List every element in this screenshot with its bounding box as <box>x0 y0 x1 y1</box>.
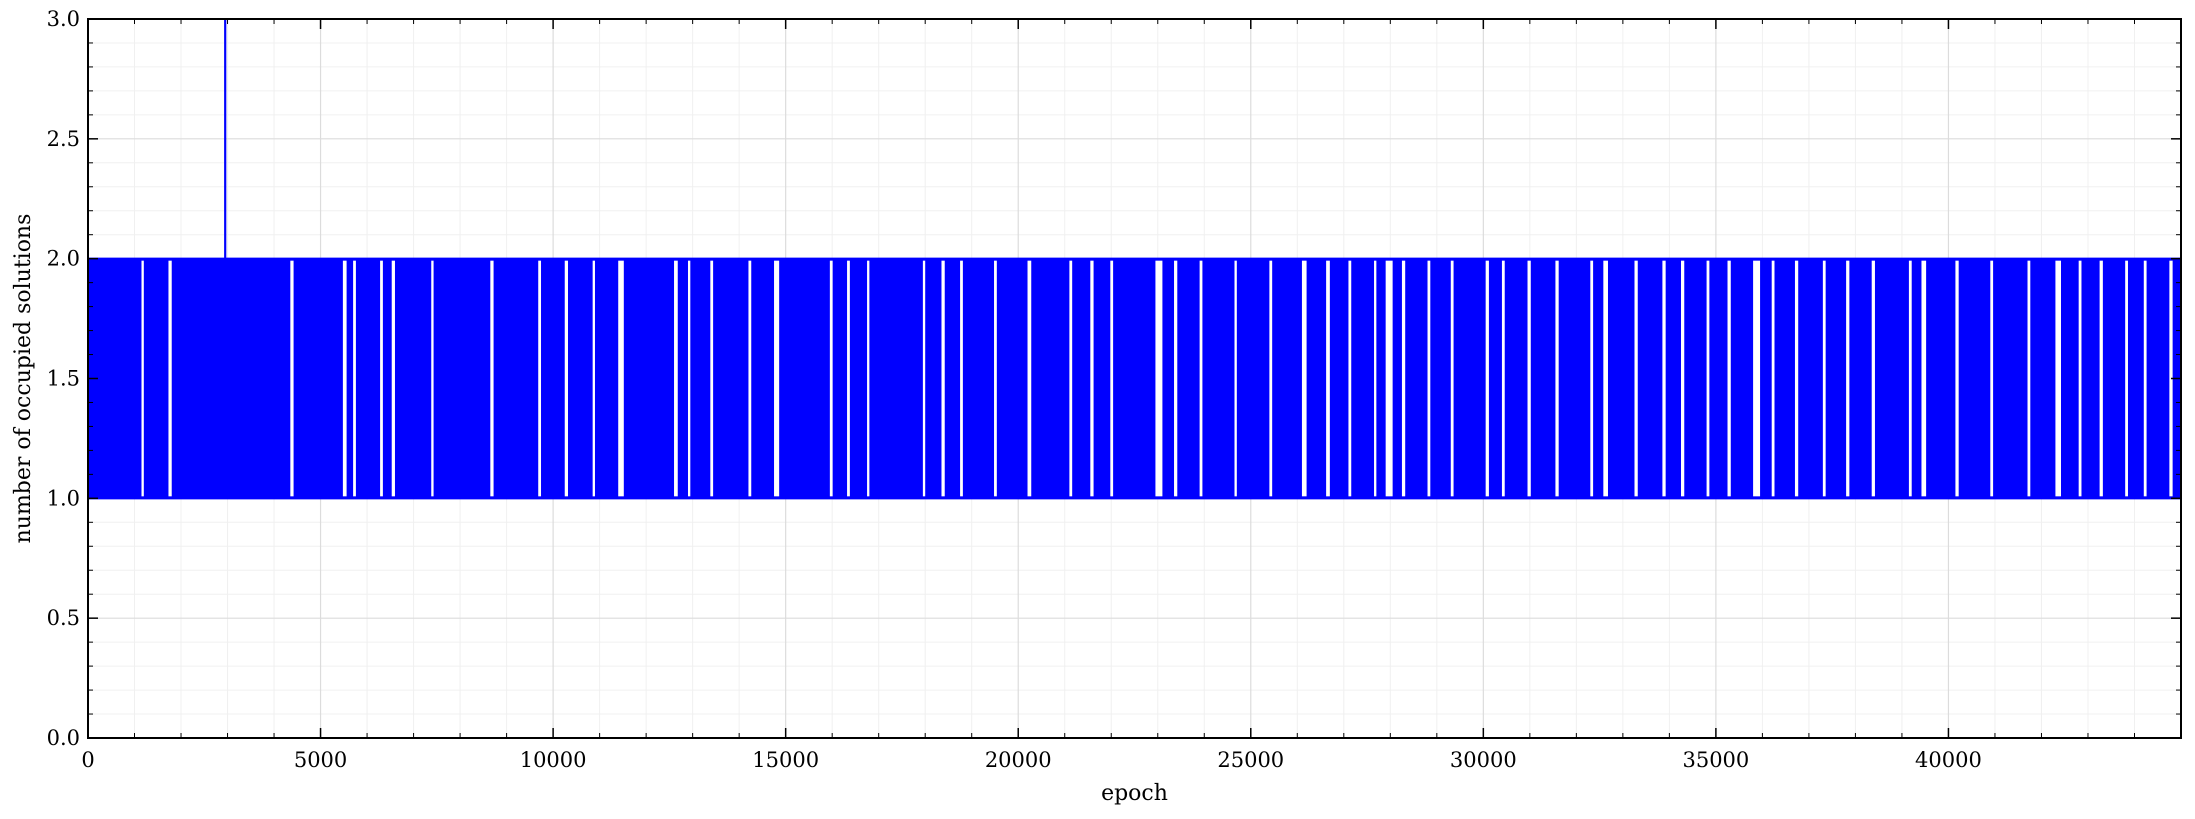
series-low-interval <box>1908 260 1912 497</box>
series-low-interval <box>490 260 494 497</box>
series-low-interval <box>1794 260 1799 497</box>
series-low-interval <box>290 260 294 497</box>
series-low-interval <box>774 260 780 497</box>
series-low-interval <box>1199 260 1203 497</box>
series-low-interval <box>1501 260 1505 497</box>
series-low-interval <box>710 260 714 497</box>
series-low-interval <box>674 260 678 497</box>
series-low-interval <box>2027 260 2031 497</box>
y-tick-label: 1.0 <box>47 486 80 510</box>
series-low-interval <box>1555 260 1559 497</box>
series-low-interval <box>2055 260 2062 497</box>
y-tick-label: 0.5 <box>47 606 80 630</box>
y-tick-label: 0.0 <box>47 726 80 750</box>
series-low-interval <box>353 260 356 497</box>
series-low-interval <box>1427 260 1431 497</box>
series-low-interval <box>1706 260 1710 497</box>
y-tick-label: 1.5 <box>47 367 80 391</box>
series-low-interval <box>1753 260 1761 497</box>
series-low-interval <box>1603 260 1608 497</box>
series-low-interval <box>1727 260 1731 497</box>
series-low-interval <box>1155 260 1163 497</box>
x-tick-label: 0 <box>81 748 94 772</box>
series-low-interval <box>2143 260 2147 497</box>
series-low-interval <box>1069 260 1073 497</box>
series-low-interval <box>2078 260 2082 497</box>
series-low-interval <box>538 260 542 497</box>
x-tick-label: 35000 <box>1682 748 1749 772</box>
series-low-interval <box>1590 260 1594 497</box>
series-low-interval <box>1174 260 1178 497</box>
series-low-interval <box>1871 260 1875 497</box>
series-low-interval <box>1401 260 1406 497</box>
y-tick-label: 3.0 <box>47 7 80 31</box>
series-low-interval <box>1027 260 1032 497</box>
series-low-interval <box>1385 260 1393 497</box>
series-low-interval <box>1846 260 1850 497</box>
x-tick-label: 5000 <box>294 748 347 772</box>
y-tick-label: 2.0 <box>47 247 80 271</box>
series-low-interval <box>922 260 926 497</box>
ticks: 0 5000 10000 15000 20000 25000 30000 35000 40000… <box>47 7 2181 772</box>
series-low-interval <box>1326 260 1330 497</box>
series-low-interval <box>1955 260 1959 497</box>
series-low-interval <box>431 260 434 497</box>
x-axis-label: epoch <box>1101 781 1168 806</box>
series-low-interval <box>391 260 395 497</box>
series-low-interval <box>687 260 691 497</box>
x-tick-label: 30000 <box>1450 748 1517 772</box>
series-low-interval <box>564 260 568 497</box>
series-low-interval <box>847 260 850 497</box>
series-low-interval <box>748 260 752 497</box>
series-layer <box>88 19 2181 500</box>
series-low-interval <box>1485 260 1489 497</box>
x-tick-label: 25000 <box>1217 748 1284 772</box>
series-low-interval <box>168 260 172 497</box>
series-low-interval <box>1921 260 1927 497</box>
series-low-interval <box>960 260 963 497</box>
series-low-interval <box>1527 260 1531 497</box>
y-tick-label: 2.5 <box>47 127 80 151</box>
x-tick-label: 10000 <box>520 748 587 772</box>
series-low-interval <box>2099 260 2103 497</box>
series-low-interval <box>1771 260 1775 497</box>
x-tick-label: 40000 <box>1915 748 1982 772</box>
series-low-interval <box>941 260 945 497</box>
series-low-interval <box>1374 260 1377 497</box>
series-low-interval <box>2125 260 2128 497</box>
series-low-interval <box>592 260 595 497</box>
x-tick-label: 20000 <box>985 748 1052 772</box>
series-low-interval <box>867 260 870 497</box>
series-low-interval <box>380 260 383 497</box>
series-low-interval <box>1822 260 1826 497</box>
y-axis-label: number of occupied solutions <box>11 214 36 544</box>
series-low-interval <box>829 260 833 497</box>
series-low-interval <box>1301 260 1307 497</box>
series-low-interval <box>1681 260 1685 497</box>
series-low-interval <box>1234 260 1237 497</box>
series-low-interval <box>994 260 997 497</box>
series-low-interval <box>1348 260 1352 497</box>
series-low-interval <box>1662 260 1666 497</box>
series-oscillation-band <box>88 258 2181 499</box>
x-tick-label: 15000 <box>752 748 819 772</box>
series-low-interval <box>1450 260 1454 497</box>
series-low-interval <box>1990 260 1994 497</box>
series-low-interval <box>141 260 144 497</box>
series-low-interval <box>342 260 347 497</box>
series-low-interval <box>1269 260 1273 497</box>
series-low-interval <box>1110 260 1114 497</box>
series-low-interval <box>1634 260 1638 497</box>
series-low-interval <box>618 260 624 497</box>
series-low-interval <box>1090 260 1094 497</box>
